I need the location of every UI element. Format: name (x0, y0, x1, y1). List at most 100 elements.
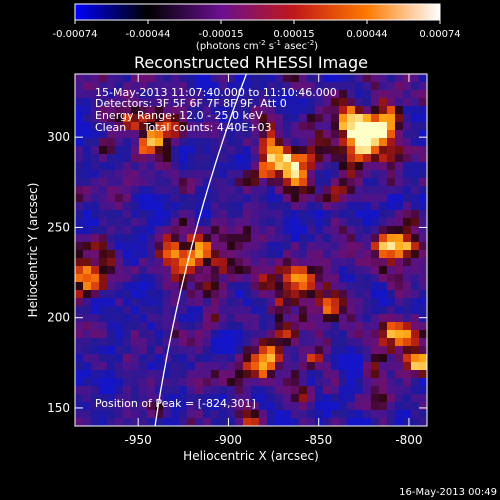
map-pixel (331, 122, 340, 131)
map-pixel (83, 298, 92, 307)
map-pixel (395, 122, 404, 131)
map-pixel (139, 322, 148, 331)
plot-title: Reconstructed RHESSI Image (134, 53, 368, 72)
map-pixel (387, 362, 396, 371)
map-pixel (155, 298, 164, 307)
map-pixel (123, 346, 132, 355)
map-pixel (171, 234, 180, 243)
map-pixel (91, 138, 100, 147)
map-pixel (163, 218, 172, 227)
map-pixel (147, 138, 156, 147)
map-pixel (203, 210, 212, 219)
map-pixel (315, 242, 324, 251)
map-pixel (291, 146, 300, 155)
map-pixel (163, 258, 172, 267)
map-pixel (315, 210, 324, 219)
map-pixel (107, 226, 116, 235)
map-pixel (251, 274, 260, 283)
map-pixel (235, 162, 244, 171)
map-pixel (203, 330, 212, 339)
map-pixel (403, 82, 412, 91)
map-pixel (355, 338, 364, 347)
map-pixel (387, 106, 396, 115)
map-pixel (155, 338, 164, 347)
map-pixel (411, 250, 420, 259)
map-pixel (299, 186, 308, 195)
map-pixel (395, 298, 404, 307)
map-pixel (339, 82, 348, 91)
map-pixel (131, 346, 140, 355)
map-pixel (75, 202, 84, 211)
map-pixel (395, 162, 404, 171)
map-pixel (267, 394, 276, 403)
y-tick-label: 300 (47, 130, 70, 144)
map-pixel (371, 98, 380, 107)
map-pixel (227, 178, 236, 187)
map-pixel (339, 386, 348, 395)
map-pixel (131, 146, 140, 155)
map-pixel (195, 178, 204, 187)
map-pixel (107, 370, 116, 379)
map-pixel (267, 178, 276, 187)
map-pixel (131, 418, 140, 426)
map-pixel (99, 114, 108, 123)
map-pixel (195, 386, 204, 395)
map-pixel (91, 354, 100, 363)
map-pixel (195, 186, 204, 195)
map-pixel (75, 298, 84, 307)
map-pixel (155, 82, 164, 91)
map-pixel (379, 138, 388, 147)
map-pixel (347, 186, 356, 195)
map-pixel (291, 410, 300, 419)
map-pixel (147, 402, 156, 411)
rhessi-map-pixels (75, 74, 427, 426)
map-pixel (371, 410, 380, 419)
map-pixel (419, 338, 427, 347)
map-pixel (163, 410, 172, 419)
map-pixel (147, 370, 156, 379)
map-pixel (403, 362, 412, 371)
map-pixel (307, 282, 316, 291)
map-pixel (139, 370, 148, 379)
map-pixel (267, 402, 276, 411)
map-pixel (91, 122, 100, 131)
map-pixel (251, 314, 260, 323)
map-pixel (195, 322, 204, 331)
map-pixel (147, 282, 156, 291)
map-pixel (315, 346, 324, 355)
map-pixel (235, 194, 244, 203)
map-pixel (91, 74, 100, 83)
map-pixel (275, 370, 284, 379)
map-pixel (291, 362, 300, 371)
map-pixel (283, 130, 292, 139)
map-pixel (187, 170, 196, 179)
map-pixel (419, 114, 427, 123)
clean-counts-text: Clean Total counts: 4.40E+03 (95, 121, 272, 134)
map-pixel (347, 370, 356, 379)
map-pixel (243, 130, 252, 139)
map-pixel (379, 194, 388, 203)
map-pixel (147, 354, 156, 363)
map-pixel (243, 178, 252, 187)
map-pixel (243, 194, 252, 203)
map-pixel (283, 122, 292, 131)
map-pixel (139, 242, 148, 251)
map-pixel (299, 322, 308, 331)
map-pixel (347, 234, 356, 243)
map-pixel (403, 130, 412, 139)
map-pixel (75, 306, 84, 315)
map-pixel (155, 186, 164, 195)
map-pixel (315, 322, 324, 331)
map-pixel (251, 106, 260, 115)
map-pixel (419, 74, 427, 83)
map-pixel (99, 170, 108, 179)
map-pixel (371, 122, 380, 131)
map-pixel (171, 210, 180, 219)
map-pixel (403, 410, 412, 419)
map-pixel (227, 330, 236, 339)
map-pixel (291, 322, 300, 331)
map-pixel (179, 210, 188, 219)
map-pixel (115, 410, 124, 419)
map-pixel (331, 338, 340, 347)
